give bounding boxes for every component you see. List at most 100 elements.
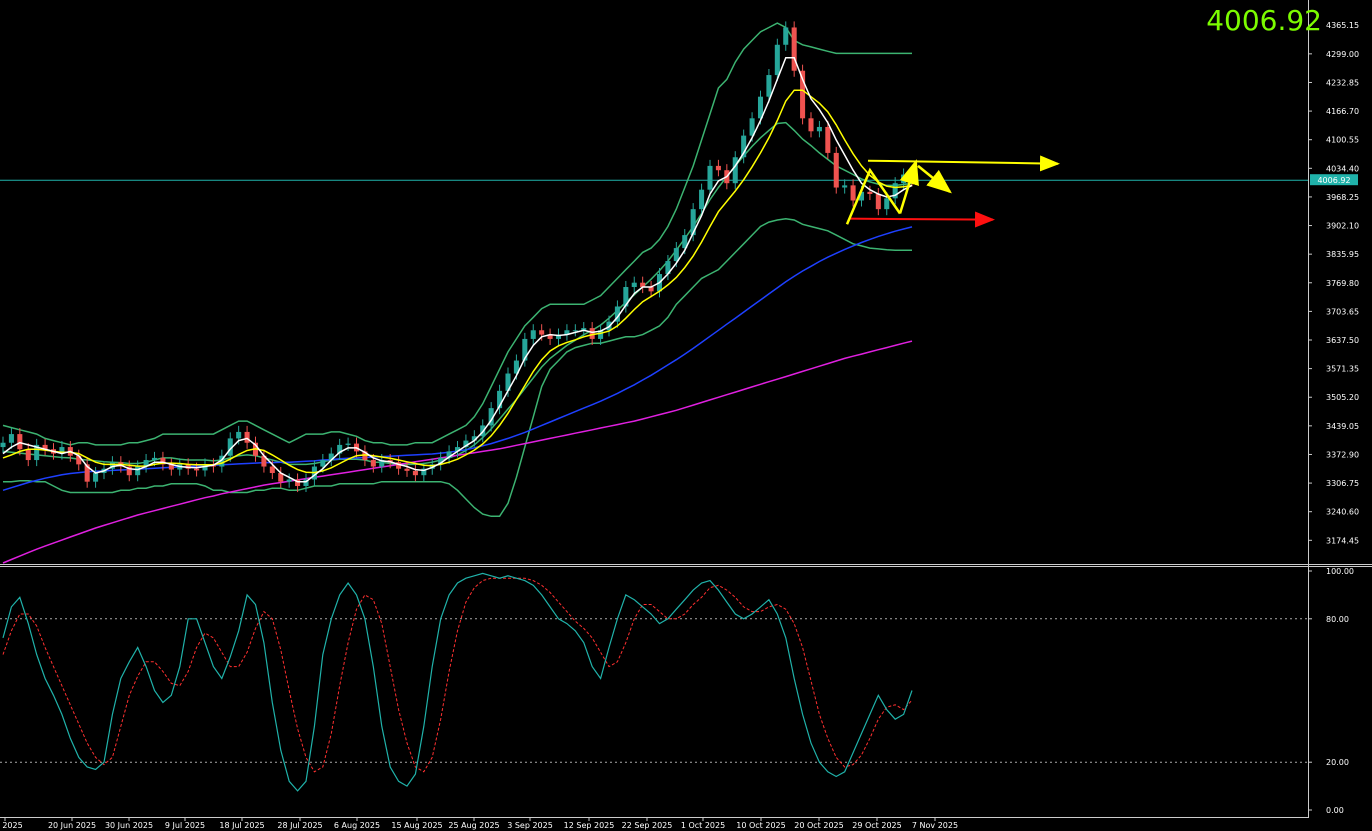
stoch-y-tick-label: 20.00 xyxy=(1326,758,1349,767)
candle-body xyxy=(707,165,713,190)
candle-body xyxy=(76,455,82,465)
candle-body xyxy=(269,466,275,474)
ma-slow-line xyxy=(2,89,913,474)
candle-body xyxy=(850,185,856,201)
bollinger-upper-line xyxy=(2,22,912,446)
candle-body xyxy=(126,466,132,476)
stoch-y-tick-label: 0.00 xyxy=(1326,806,1344,815)
candle-body xyxy=(631,282,637,288)
x-tick-label: 7 Nov 2025 xyxy=(912,821,958,830)
candle-body xyxy=(808,118,814,132)
x-tick-label: 30 Jun 2025 xyxy=(105,821,153,830)
candle-body xyxy=(396,462,402,469)
candle-body xyxy=(370,460,376,467)
x-tick-label: 20 Jun 2025 xyxy=(48,821,96,830)
y-tick-label: 3439.05 xyxy=(1326,422,1359,431)
x-tick-label: 20 Oct 2025 xyxy=(794,821,843,830)
candle-body xyxy=(833,152,839,188)
candle-body xyxy=(690,209,696,236)
candle-body xyxy=(539,330,545,335)
x-tick-label: 1 Oct 2025 xyxy=(681,821,725,830)
y-tick-label: 3637.50 xyxy=(1326,336,1359,345)
y-tick-label: 4100.55 xyxy=(1326,136,1359,145)
candle-body xyxy=(151,457,158,461)
candle-body xyxy=(84,464,90,482)
x-tick-label: 10 Oct 2025 xyxy=(736,821,785,830)
candle-body xyxy=(143,460,149,467)
candle-body xyxy=(42,444,48,450)
x-tick-label: 22 Sep 2025 xyxy=(622,821,673,830)
candle-body xyxy=(17,434,23,450)
candle-body xyxy=(699,189,705,210)
y-tick-label: 4232.85 xyxy=(1326,78,1359,87)
support-arrow xyxy=(849,211,995,228)
candle-body xyxy=(673,248,679,262)
y-tick-label: 3372.90 xyxy=(1326,450,1359,459)
candle-body xyxy=(572,330,578,332)
candle-body xyxy=(0,442,6,448)
candle-body xyxy=(598,330,604,339)
candle-body xyxy=(623,287,629,307)
candle-body xyxy=(774,44,780,76)
x-tick-label: 28 Jul 2025 xyxy=(277,821,322,830)
current-price-tag xyxy=(1310,174,1358,186)
candle-body xyxy=(682,235,688,249)
candle-body xyxy=(741,135,747,158)
x-tick-label: Jun 2025 xyxy=(0,821,23,830)
candle-body xyxy=(892,183,898,199)
candle-body xyxy=(109,462,115,469)
zigzag-path xyxy=(845,167,902,225)
candle-body xyxy=(328,453,334,461)
candle-body xyxy=(362,451,368,461)
candle-body xyxy=(867,191,873,195)
candle-body xyxy=(446,451,452,458)
candle-body xyxy=(522,338,528,361)
current-price-display: 4006.92 xyxy=(1206,4,1322,37)
candle-body xyxy=(732,157,738,184)
candle-body xyxy=(202,464,208,471)
candle-body xyxy=(295,479,301,487)
x-tick-label: 3 Sep 2025 xyxy=(507,821,553,830)
x-tick-label: 18 Jul 2025 xyxy=(219,821,264,830)
candle-body xyxy=(665,261,671,275)
y-tick-label: 4166.70 xyxy=(1326,107,1359,116)
candle-body xyxy=(337,444,343,454)
candle-body xyxy=(875,194,881,210)
zigzag-down-arrow xyxy=(917,164,952,194)
x-tick-label: 9 Jul 2025 xyxy=(165,821,205,830)
candle-body xyxy=(901,174,907,184)
stoch-main-line xyxy=(2,572,913,792)
candle-body xyxy=(404,468,410,471)
candle-body xyxy=(286,479,292,482)
candle-body xyxy=(135,466,141,476)
candle-body xyxy=(589,328,595,339)
candle-body xyxy=(244,431,250,443)
candle-body xyxy=(471,436,477,441)
candle-body xyxy=(261,455,267,467)
y-tick-label: 3306.75 xyxy=(1326,479,1359,488)
candle-body xyxy=(757,96,764,119)
candle-body xyxy=(168,464,174,470)
y-tick-label: 3835.95 xyxy=(1326,250,1359,259)
candle-body xyxy=(640,282,646,288)
y-tick-label: 3505.20 xyxy=(1326,393,1359,402)
zigzag-up-arrow xyxy=(898,159,919,214)
y-tick-label: 3240.60 xyxy=(1326,508,1359,517)
bollinger-middle-line xyxy=(2,121,913,466)
resistance-arrow xyxy=(867,155,1060,172)
y-tick-label: 3174.45 xyxy=(1326,536,1359,545)
candle-body xyxy=(438,457,444,465)
candle-body xyxy=(530,330,536,339)
candle-body xyxy=(454,447,461,452)
candle-body xyxy=(825,126,831,153)
candle-body xyxy=(345,443,351,445)
candle-body xyxy=(715,165,721,171)
current-price-tag-label: 4006.92 xyxy=(1317,176,1350,185)
candle-body xyxy=(564,330,570,335)
stoch-signal-line xyxy=(2,577,913,773)
x-tick-label: 12 Sep 2025 xyxy=(564,821,615,830)
candle-body xyxy=(219,455,225,467)
candle-body xyxy=(816,126,822,132)
x-tick-label: 29 Oct 2025 xyxy=(852,821,901,830)
